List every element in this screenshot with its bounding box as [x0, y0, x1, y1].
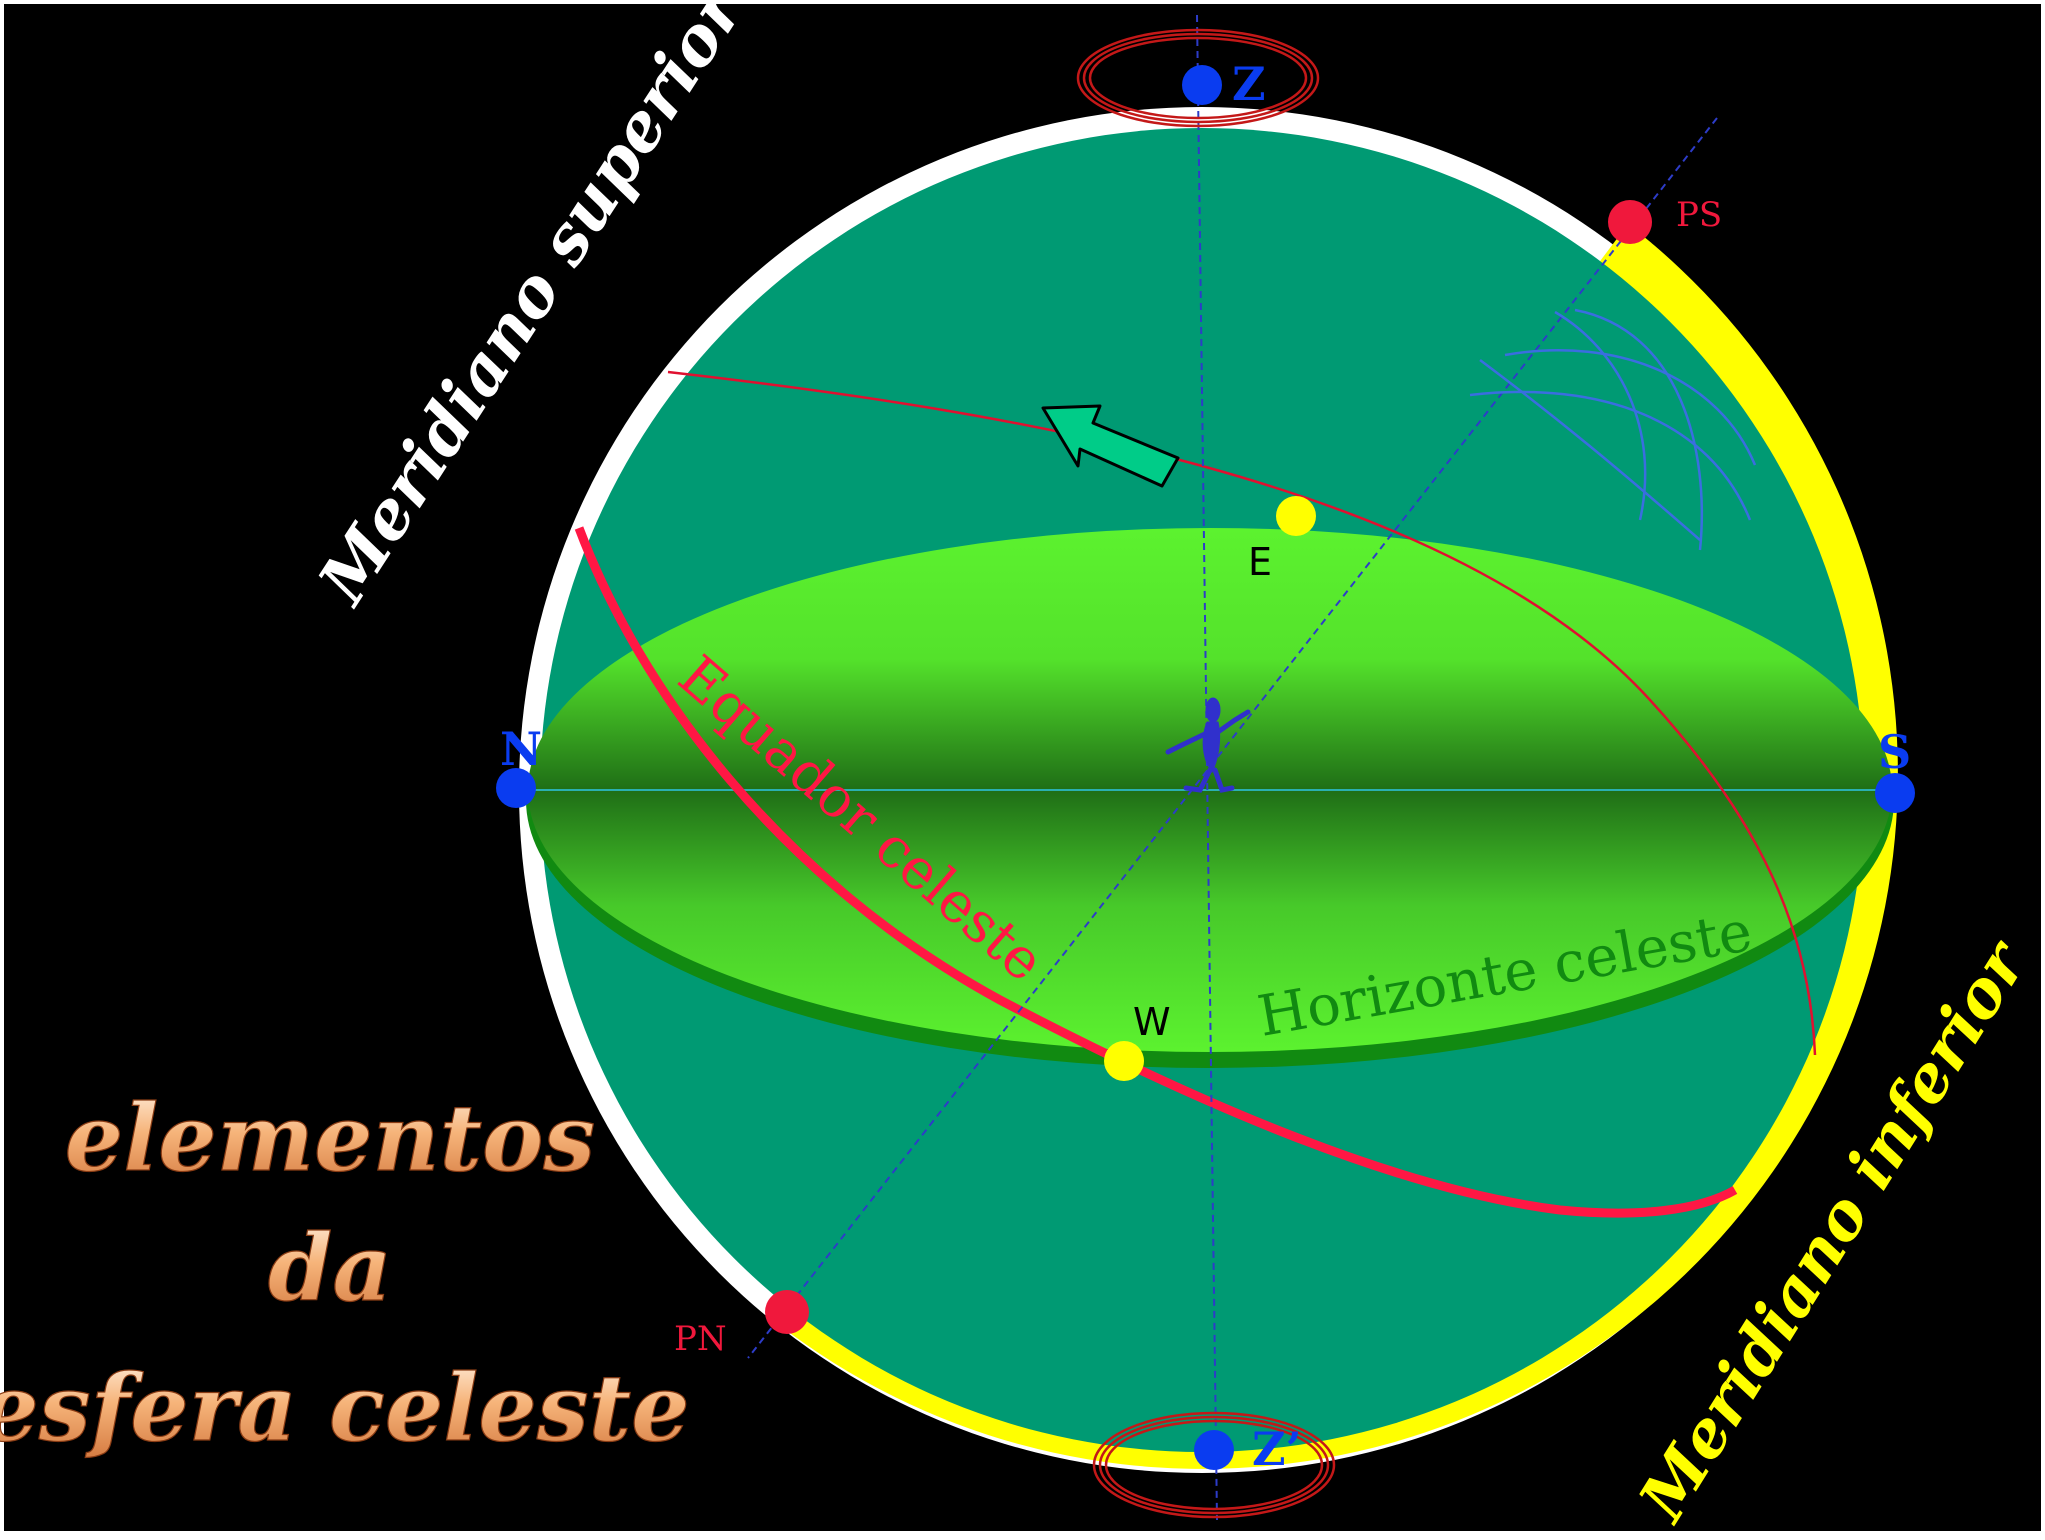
- east-point: [1276, 496, 1316, 536]
- nadir-point: [1194, 1430, 1234, 1470]
- zenith-point: [1182, 65, 1222, 105]
- south-pole-point: [1608, 200, 1652, 244]
- diagram-title: elementos da esfera celeste: [0, 1083, 690, 1462]
- south-label: S: [1878, 725, 1911, 779]
- west-label: W: [1133, 1000, 1171, 1044]
- north-pole-point: [765, 1290, 809, 1334]
- title-line-2: da: [268, 1214, 392, 1322]
- equator-near-side: [574, 526, 1738, 1218]
- zenith-marker-ring: [1076, 28, 1320, 128]
- north-label: N: [500, 722, 542, 776]
- observer-figure-icon: [1165, 697, 1251, 793]
- east-label: E: [1248, 540, 1272, 584]
- south-point: [1875, 773, 1915, 813]
- nadir-marker-ring: [1092, 1411, 1336, 1519]
- nadir-label: Z’: [1252, 1422, 1302, 1476]
- title-line-3: esfera celeste: [0, 1354, 690, 1462]
- north-point: [496, 768, 536, 808]
- south-pole-label: PS: [1676, 195, 1722, 235]
- rotation-arrow-icon: [1041, 404, 1180, 488]
- star-curves: [1469, 308, 1757, 551]
- zenith-nadir-axis: [1196, 14, 1218, 1521]
- equator-far-side: [667, 370, 1817, 1056]
- west-point: [1104, 1041, 1144, 1081]
- zenith-label: Z: [1232, 57, 1266, 111]
- north-pole-label: PN: [674, 1319, 727, 1359]
- polar-axis: [747, 117, 1718, 1359]
- title-line-1: elementos: [65, 1084, 595, 1192]
